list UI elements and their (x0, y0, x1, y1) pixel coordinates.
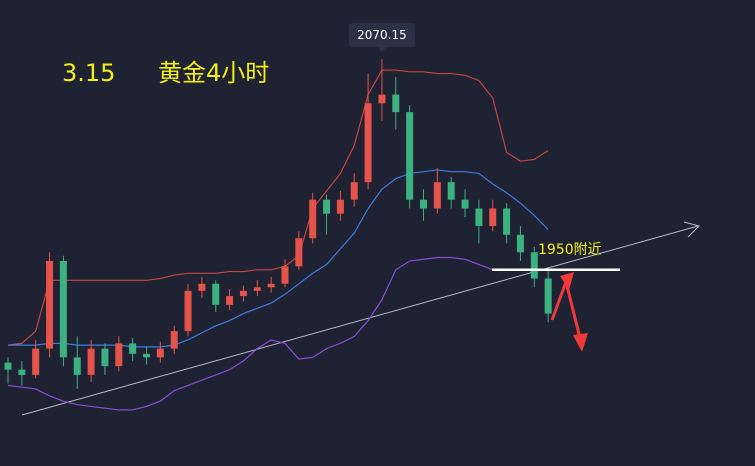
candle-body (4, 362, 12, 370)
chart-title: 黄金4小时 (158, 59, 269, 87)
candle-body (101, 348, 109, 367)
candle-body (295, 238, 303, 267)
candle-body (226, 296, 234, 305)
candle-body (378, 94, 386, 104)
candle-body (364, 103, 372, 183)
peak-label-pointer (377, 47, 386, 53)
candle-body (239, 290, 247, 297)
trend-arrow-head (683, 221, 700, 238)
candle-body (516, 234, 524, 253)
candle-body (32, 348, 40, 375)
candle-body (267, 283, 275, 288)
candle-body (350, 182, 358, 200)
up-arrow (550, 281, 568, 321)
candle-body (392, 94, 400, 113)
plot: 2070.15 (4, 23, 620, 411)
candle-body (170, 331, 178, 349)
candle-body (461, 199, 469, 209)
candle-body (87, 348, 95, 375)
candle-body (420, 199, 427, 209)
candle-body (447, 182, 455, 200)
up-arrow-head (560, 272, 574, 290)
candle-body (323, 199, 331, 214)
candle-body (475, 208, 483, 226)
candle-body (309, 199, 317, 239)
candle-body (433, 182, 441, 209)
candle-body (129, 343, 137, 354)
candle-body (336, 199, 344, 214)
candle-body (544, 278, 552, 314)
candle-body (59, 261, 67, 358)
candle-body (281, 266, 289, 284)
candle-body (489, 208, 497, 226)
candle-body (156, 348, 164, 358)
candle-body (184, 290, 192, 332)
band-line (8, 169, 549, 348)
candle-body (18, 369, 26, 375)
band-line (7, 256, 549, 411)
band-line (7, 69, 549, 346)
candle-body (73, 357, 81, 375)
candle-body (46, 261, 54, 349)
date-label: 3.15 (62, 59, 115, 87)
annotation-label: 1950附近 (538, 242, 602, 258)
down-arrow (564, 281, 582, 339)
candle-body (253, 287, 261, 291)
candle-body (503, 208, 511, 235)
candle-body (530, 252, 538, 279)
down-arrow-head (573, 333, 588, 352)
peak-label: 2070.15 (357, 28, 407, 42)
candle-body (198, 283, 206, 291)
candle-body (143, 353, 150, 358)
candle-body (212, 283, 220, 305)
trend-line (21, 225, 699, 416)
peak-label-box (348, 23, 415, 48)
candle-body (115, 343, 123, 367)
candle-body (406, 112, 414, 200)
